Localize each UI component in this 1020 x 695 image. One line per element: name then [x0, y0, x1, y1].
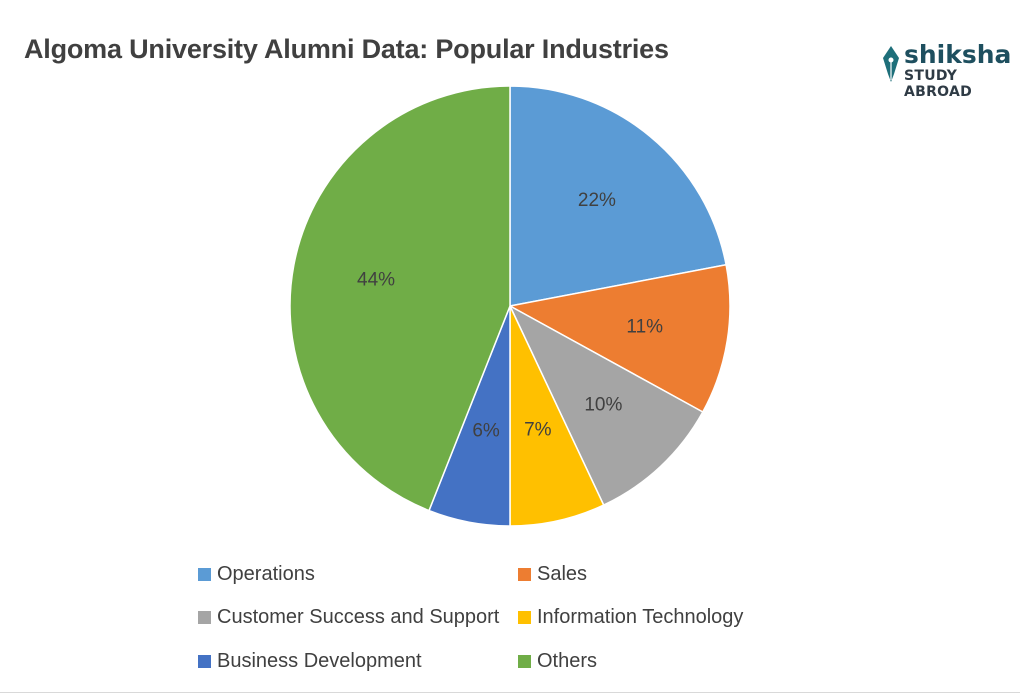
logo-tagline: STUDY ABROAD [904, 68, 973, 100]
legend-item-sales: Sales [518, 562, 587, 586]
pen-nib-icon [883, 46, 899, 82]
legend-item-business-development: Business Development [198, 649, 422, 673]
pie-slice-customer-success-and-support [508, 304, 704, 507]
pie-slice-others [289, 85, 511, 512]
data-label-customer-success-and-support: 10% [584, 394, 622, 415]
logo-brand: shiksha [904, 40, 1012, 69]
data-label-operations: 22% [578, 190, 616, 211]
legend-swatch [198, 610, 211, 624]
legend-label: Sales [537, 562, 588, 585]
legend-label: Customer Success and Support [217, 605, 500, 628]
pie-slice-sales [507, 263, 731, 414]
pie-chart: 22% 11% 10% 7% 6% 44% [289, 85, 731, 527]
legend-swatch [198, 567, 211, 581]
data-label-sales: 11% [626, 316, 663, 337]
legend-item-customer-success-and-support: Customer Success and Support [198, 605, 499, 629]
legend-label: Operations [217, 562, 315, 585]
shiksha-logo: shiksha STUDY ABROAD [880, 40, 1012, 100]
legend-item-others: Others [518, 649, 597, 673]
legend-item-operations: Operations [198, 562, 315, 586]
data-label-information-technology: 7% [524, 420, 552, 441]
pie-slices [289, 85, 731, 527]
chart-title: Algoma University Alumni Data: Popular I… [24, 34, 669, 64]
data-label-business-development: 6% [472, 420, 500, 441]
data-label-others: 44% [357, 269, 395, 290]
legend-swatch [518, 610, 531, 624]
legend-swatch [518, 654, 531, 668]
legend-label: Others [537, 649, 598, 672]
legend-label: Business Development [217, 649, 422, 672]
pie-slice-operations [509, 85, 727, 307]
legend-label: Information Technology [537, 605, 744, 628]
legend-swatch [518, 567, 531, 581]
legend-swatch [198, 654, 211, 668]
legend-item-information-technology: Information Technology [518, 605, 743, 629]
bottom-divider [0, 692, 1020, 693]
pie-data-labels: 22% 11% 10% 7% 6% 44% [357, 190, 663, 441]
